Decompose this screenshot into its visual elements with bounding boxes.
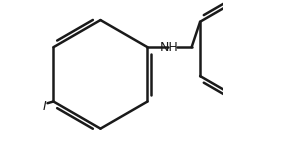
Text: NH: NH bbox=[160, 41, 179, 54]
Text: I: I bbox=[43, 100, 47, 113]
